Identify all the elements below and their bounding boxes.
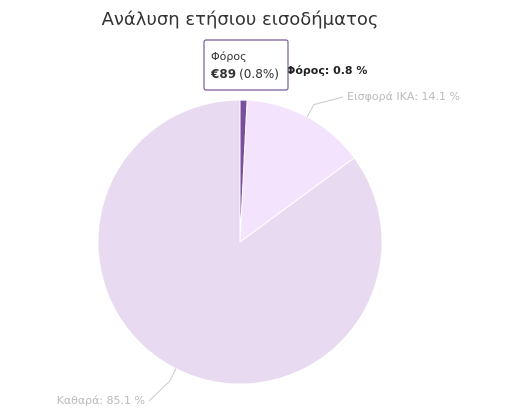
tooltip-value: €89 (0.8%) [210,67,279,81]
label-connector [306,96,344,118]
tooltip: Φόρος €89 (0.8%) [203,39,289,91]
pie-slice [239,99,356,244]
label-connector [148,368,177,402]
slices [97,99,383,385]
tooltip-box [203,39,289,91]
tooltip-percent: (0.8%) [239,67,279,81]
chart-title: Ανάλυση ετήσιου εισοδήματος [102,9,379,30]
data-label: Καθαρά: 85.1 % [57,394,145,407]
tooltip-title: Φόρος [211,50,247,63]
tooltip-amount: €89 [210,67,236,81]
pie-slice [97,99,383,385]
data-label: Φόρος: 0.8 % [286,64,367,77]
labels: Φόρος: 0.8 % Εισφορά ΙΚΑ: 14.1 % Καθαρά: 8… [57,64,460,407]
data-label: Εισφορά ΙΚΑ: 14.1 % [347,90,460,103]
